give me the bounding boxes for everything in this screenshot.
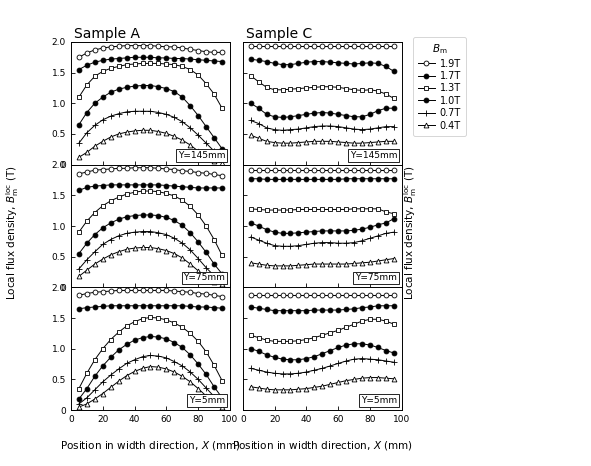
Text: Local flux density, $B_\mathrm{m}^\mathrm{loc}$ (T): Local flux density, $B_\mathrm{m}^\mathr… <box>402 165 419 301</box>
Text: Local flux density, $B_\mathrm{m}^\mathrm{loc}$ (T): Local flux density, $B_\mathrm{m}^\mathr… <box>5 165 21 301</box>
Legend: 1.9T, 1.7T, 1.3T, 1.0T, 0.7T, 0.4T: 1.9T, 1.7T, 1.3T, 1.0T, 0.7T, 0.4T <box>413 37 466 136</box>
Text: Y=5mm: Y=5mm <box>189 396 225 405</box>
Text: Y=145mm: Y=145mm <box>178 151 225 160</box>
Text: Y=75mm: Y=75mm <box>183 274 225 282</box>
Text: Y=145mm: Y=145mm <box>350 151 397 160</box>
Text: Sample A: Sample A <box>74 27 140 41</box>
Text: Position in width direction, $X$ (mm): Position in width direction, $X$ (mm) <box>232 439 413 452</box>
Text: Y=75mm: Y=75mm <box>355 274 397 282</box>
Text: Y=5mm: Y=5mm <box>361 396 397 405</box>
Text: Sample C: Sample C <box>246 27 312 41</box>
Text: Position in width direction, $X$ (mm): Position in width direction, $X$ (mm) <box>60 439 241 452</box>
